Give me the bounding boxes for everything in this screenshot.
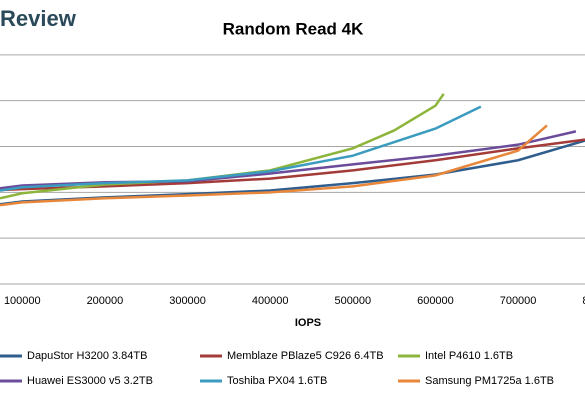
chart-title: Random Read 4K bbox=[223, 19, 364, 38]
series-line bbox=[0, 124, 548, 207]
brand-logo: Review bbox=[0, 6, 77, 31]
x-tick-label: 100000 bbox=[4, 295, 41, 307]
legend-label: Memblaze PBlaze5 C926 6.4TB bbox=[227, 350, 384, 362]
legend-label: Toshiba PX04 1.6TB bbox=[227, 375, 327, 387]
series-line bbox=[0, 105, 482, 192]
x-tick-label: 400000 bbox=[252, 295, 289, 307]
legend-label: Samsung PM1725a 1.6TB bbox=[425, 375, 554, 387]
x-tick-label: 600000 bbox=[417, 295, 454, 307]
x-axis-label: IOPS bbox=[295, 317, 321, 329]
x-tick-label: 200000 bbox=[87, 295, 124, 307]
x-tick-label: 700000 bbox=[500, 295, 537, 307]
x-tick-label: 300000 bbox=[169, 295, 206, 307]
x-tick-label: 800000 bbox=[582, 295, 585, 307]
x-tick-label: 500000 bbox=[334, 295, 371, 307]
series-line bbox=[0, 138, 585, 192]
legend-label: DapuStor H3200 3.84TB bbox=[27, 350, 147, 362]
legend-label: Intel P4610 1.6TB bbox=[425, 350, 513, 362]
legend-label: Huawei ES3000 v5 3.2TB bbox=[27, 375, 153, 387]
series-line bbox=[0, 130, 577, 190]
